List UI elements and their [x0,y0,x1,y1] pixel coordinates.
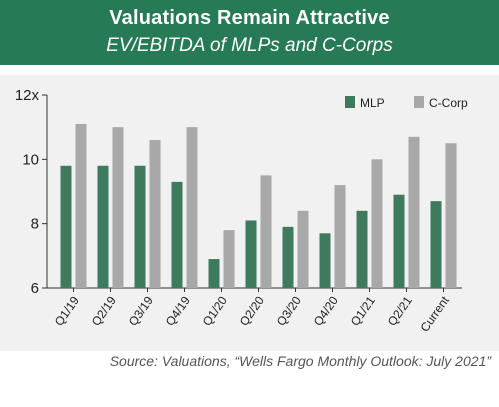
mlp-bar [430,201,442,288]
x-tick-label: Q3/19 [126,293,156,328]
mlp-bar [282,226,294,288]
mlp-bar [393,194,405,288]
ccorp-bar [75,123,87,288]
ccorp-bar [186,127,198,288]
y-tick-label: 6 [31,280,39,297]
ccorp-bar [260,175,272,288]
bar-chart: 6 8 10 12x Q1/19 Q2/19 Q3/19 Q4/19 Q1/20 Q2/20 Q3/… [15,87,468,334]
x-tick-label: Q2/21 [385,293,415,328]
y-tick-label: 10 [22,151,39,168]
y-tick-label: 8 [31,216,39,233]
x-tick-label: Q1/19 [52,293,82,328]
legend-swatch [345,96,355,108]
x-tick-label: Q2/19 [89,293,119,328]
ccorp-bar [445,143,457,288]
x-tick-label: Q1/20 [200,293,230,328]
ccorp-bar [371,159,383,288]
chart-subtitle: EV/EBITDA of MLPs and C-Corps [106,35,393,56]
legend-label: C-Corp [429,96,468,110]
x-tick-label: Current [418,293,453,334]
y-tick-label: 12x [15,87,40,104]
mlp-bar [356,210,368,288]
title-banner: Valuations Remain Attractive EV/EBITDA o… [0,0,499,65]
mlp-bar [319,233,331,288]
x-tick-label: Q4/19 [163,293,193,328]
ccorp-bar [334,185,346,288]
ccorp-bar [112,127,124,288]
mlp-bar [97,165,109,288]
x-tick-label: Q2/20 [237,293,267,328]
x-tick-label: Q3/20 [274,293,304,328]
mlp-bar [245,220,257,288]
ccorp-bar [297,210,309,288]
mlp-bar [171,181,183,288]
x-tick-label: Q1/21 [348,293,378,328]
legend-swatch [414,96,424,108]
mlp-bar [208,259,220,288]
ccorp-bar [408,136,420,288]
legend-label: MLP [360,96,385,110]
mlp-bar [134,165,146,288]
chart-title: Valuations Remain Attractive [109,7,390,29]
ccorp-bar [149,140,161,288]
source-note: Source: Valuations, “Wells Fargo Monthly… [109,353,491,369]
x-tick-label: Q4/20 [311,293,341,328]
mlp-bar [60,165,72,288]
ccorp-bar [223,230,235,288]
